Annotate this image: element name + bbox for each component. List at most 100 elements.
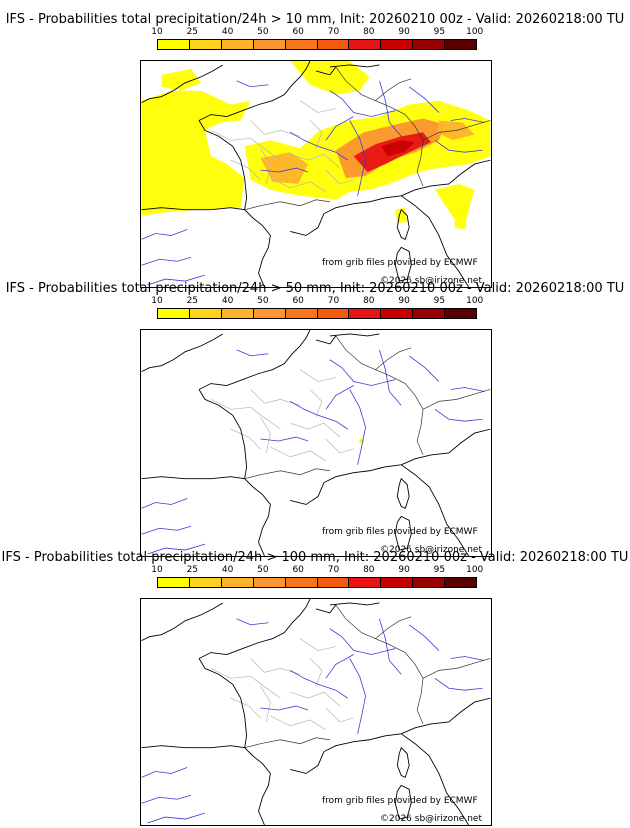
river-line (147, 543, 206, 555)
admin-boundary (290, 153, 341, 169)
source-credit: from grib files provided by ECMWF (322, 527, 478, 537)
colorbar-segment (221, 309, 254, 318)
river-line (434, 677, 483, 691)
colorbar-segment (413, 40, 446, 49)
admin-boundary (210, 130, 281, 161)
colorbar-tick-label: 10 (151, 296, 163, 306)
coastline (198, 389, 248, 479)
map-100mm: from grib files provided by ECMWF ©2026 … (140, 598, 492, 826)
country-border (335, 604, 424, 725)
river-line (379, 80, 402, 137)
admin-boundary (250, 658, 301, 675)
river-line (236, 80, 269, 88)
precip-area (260, 152, 309, 184)
coastline (198, 658, 248, 748)
coastline (198, 599, 311, 659)
map-50mm: from grib files provided by ECMWF ©2026 … (140, 329, 492, 557)
colorbar-tick-label: 40 (221, 565, 234, 575)
coastline (400, 195, 470, 287)
admin-boundary (250, 120, 301, 137)
colorbar-segment (221, 578, 254, 587)
admin-boundary (210, 399, 281, 430)
river-line (236, 349, 269, 357)
admin-boundary (309, 658, 323, 687)
panel-title: IFS - Probabilities total precipitation/… (5, 281, 625, 296)
colorbar-ticks: 10 25 40 50 60 70 80 90 95 100 (151, 26, 483, 38)
coastline (198, 61, 311, 121)
admin-boundary (260, 417, 271, 453)
colorbar-tick-label: 50 (257, 296, 269, 306)
river-line (260, 167, 309, 173)
country-border (375, 616, 412, 639)
colorbar-segment (285, 309, 318, 318)
admin-boundary (290, 691, 341, 707)
coastline (141, 602, 224, 642)
colorbar-segment (253, 309, 286, 318)
precip-area (434, 183, 475, 220)
coastline-sardinia (394, 246, 412, 282)
river-line (379, 618, 402, 675)
colorbar-segment (285, 40, 318, 49)
precip-area (161, 68, 202, 91)
river-line (434, 408, 483, 422)
colorbar (157, 39, 477, 50)
admin-boundary (260, 148, 271, 184)
copyright-credit: ©2026 sb@irizone.net (380, 545, 482, 555)
river-line (325, 654, 354, 679)
river-line (141, 794, 192, 804)
colorbar-segment (317, 578, 350, 587)
river-line (147, 274, 206, 286)
river-line (260, 705, 309, 711)
colorbar (157, 308, 477, 319)
colorbar-tick-label: 50 (257, 565, 269, 575)
admin-boundary (299, 638, 336, 651)
colorbar-tick-label: 100 (466, 296, 484, 306)
river-line (141, 525, 192, 535)
river-line (329, 90, 396, 117)
colorbar-segment (349, 578, 382, 587)
coastline (141, 333, 224, 373)
colorbar-ticks: 10 25 40 50 60 70 80 90 95 100 (151, 295, 483, 307)
admin-boundary (230, 159, 261, 181)
admin-boundary (250, 389, 301, 406)
colorbar-tick-label: 25 (186, 296, 199, 306)
admin-boundary (260, 686, 271, 722)
map-svg (141, 599, 491, 825)
country-border (422, 389, 491, 410)
colorbar-tick-label: 90 (398, 27, 410, 37)
river-line (450, 656, 485, 661)
river-line (379, 349, 402, 406)
admin-boundary (270, 715, 327, 731)
panel-50mm: IFS - Probabilities total precipitation/… (0, 281, 630, 557)
colorbar-tick-label: 100 (466, 565, 484, 575)
river-line (141, 229, 188, 240)
river-line (408, 355, 440, 382)
country-border (244, 737, 330, 749)
colorbar-tick-label: 10 (151, 27, 163, 37)
coastline (290, 697, 491, 774)
coastline (315, 335, 337, 345)
colorbar-segment (189, 578, 222, 587)
admin-boundary (230, 428, 261, 450)
colorbar-segment (221, 40, 254, 49)
colorbar-segment (317, 309, 350, 318)
colorbar-segment (189, 40, 222, 49)
admin-boundary (299, 369, 336, 382)
colorbar-segment (445, 578, 477, 587)
country-border (422, 658, 491, 679)
colorbar-segment (253, 40, 286, 49)
river-line (290, 401, 348, 430)
colorbar-segment (317, 40, 350, 49)
colorbar-tick-label: 80 (363, 27, 375, 37)
coastline (400, 733, 470, 825)
coastline (329, 64, 380, 68)
admin-boundary (210, 668, 281, 699)
coastline (141, 64, 224, 104)
coastline (141, 207, 271, 287)
colorbar-tick-label: 90 (398, 296, 410, 306)
colorbar-tick-label: 70 (327, 296, 340, 306)
colorbar-segment (158, 309, 190, 318)
admin-boundary (270, 446, 327, 462)
colorbar-segment (349, 309, 382, 318)
river-line (329, 359, 396, 386)
